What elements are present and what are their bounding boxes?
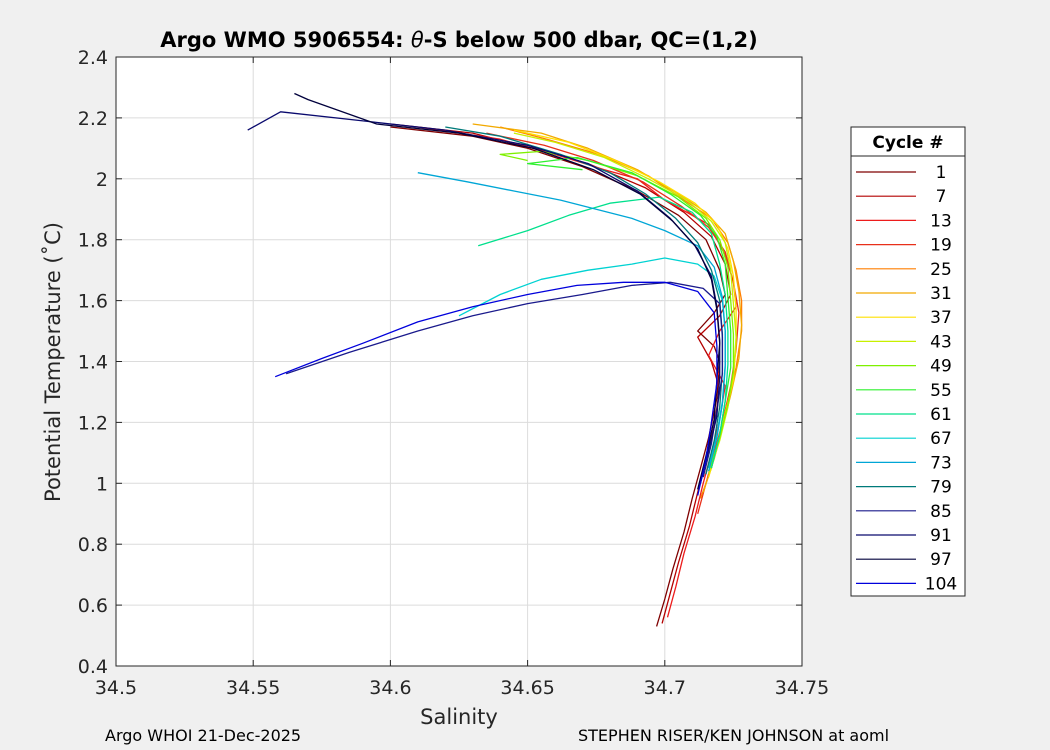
legend-label-104: 104: [925, 574, 957, 594]
series-line-cycle-104: [274, 281, 718, 496]
chart-title-theta: θ: [411, 28, 424, 52]
series-line-cycle-61: [478, 196, 729, 469]
grid: [116, 57, 802, 666]
legend-label-79: 79: [930, 478, 952, 498]
legend-label-85: 85: [930, 502, 952, 522]
legend-label-37: 37: [930, 308, 952, 328]
legend-label-49: 49: [930, 357, 952, 377]
y-tick-label: 0.8: [78, 534, 108, 556]
x-tick-label: 34.5: [95, 677, 137, 699]
legend-label-13: 13: [930, 211, 952, 231]
legend-label-43: 43: [930, 332, 952, 352]
y-tick-label: 2.4: [78, 47, 108, 69]
x-tick-label: 34.6: [369, 677, 411, 699]
legend-label-61: 61: [930, 405, 952, 425]
x-tick-label: 34.55: [226, 677, 280, 699]
legend-label-25: 25: [930, 260, 952, 280]
series-line-cycle-97: [294, 92, 721, 490]
y-tick-label: 1.6: [78, 291, 108, 313]
legend-label-1: 1: [936, 163, 947, 183]
y-tick-label: 1.8: [78, 230, 108, 252]
y-tick-labels: 0.4 0.6 0.8 1 1.2 1.4 1.6 1.8 2 2.2 2.4: [78, 47, 108, 678]
y-tick-label: 1: [96, 473, 108, 495]
y-tick-label: 1.4: [78, 352, 108, 374]
legend-label-7: 7: [936, 187, 947, 207]
chart-title: Argo WMO 5906554: θ-S below 500 dbar, QC…: [160, 28, 757, 52]
x-tick-label: 34.65: [500, 677, 554, 699]
x-tick-label: 34.75: [775, 677, 829, 699]
chart-title-prefix: Argo WMO 5906554:: [160, 28, 411, 52]
legend-label-31: 31: [930, 284, 952, 304]
legend-label-97: 97: [930, 550, 952, 570]
tick-marks: [115, 56, 803, 667]
legend-label-19: 19: [930, 236, 952, 256]
series-line-cycle-13: [417, 126, 737, 618]
footer-left: Argo WHOI 21-Dec-2025: [105, 726, 302, 745]
y-axis-label: Potential Temperature (˚C): [41, 222, 65, 502]
y-tick-label: 2: [96, 169, 108, 191]
legend: Cycle # 1 7 13 19 25 31 37 43 49 55 61 67 73 79 85 91 97…: [850, 126, 966, 597]
series-line-cycle-73: [417, 172, 726, 472]
x-tick-label: 34.7: [644, 677, 686, 699]
y-tick-label: 2.2: [78, 108, 108, 130]
series-group: [247, 92, 743, 627]
legend-box: [850, 126, 966, 597]
series-line-cycle-1: [390, 126, 726, 627]
x-tick-labels: 34.5 34.55 34.6 34.65 34.7 34.75: [95, 677, 829, 699]
footer-right: STEPHEN RISER/KEN JOHNSON at aoml: [578, 726, 890, 745]
x-axis-label: Salinity: [420, 705, 498, 729]
legend-title: Cycle #: [872, 133, 943, 153]
legend-label-67: 67: [930, 429, 952, 449]
legend-label-91: 91: [930, 526, 952, 546]
y-tick-label: 0.6: [78, 595, 108, 617]
y-tick-label: 1.2: [78, 412, 108, 434]
legend-label-55: 55: [930, 381, 952, 401]
legend-label-73: 73: [930, 453, 952, 473]
legend-entries: 1 7 13 19 25 31 37 43 49 55 61 67 73 79 85 91 97 104: [856, 163, 957, 594]
chart-title-suffix: -S below 500 dbar, QC=(1,2): [424, 28, 758, 52]
y-tick-label: 0.4: [78, 656, 108, 678]
